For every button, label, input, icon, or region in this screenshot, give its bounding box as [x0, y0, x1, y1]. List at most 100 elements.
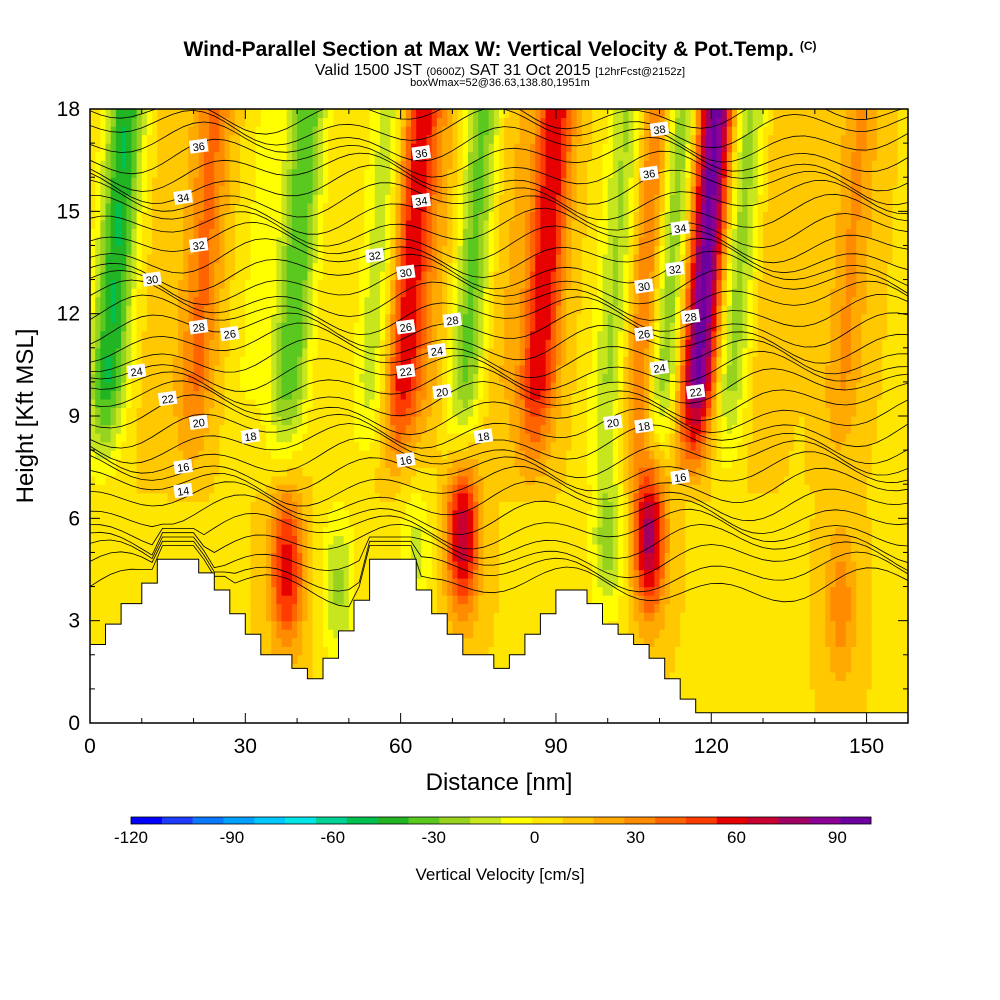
- velocity-cell: [576, 543, 583, 554]
- velocity-cell: [462, 458, 469, 468]
- velocity-cell: [312, 509, 319, 519]
- velocity-cell: [825, 492, 831, 502]
- velocity-cell: [555, 509, 562, 519]
- velocity-cell: [141, 509, 148, 519]
- velocity-cell: [276, 467, 283, 477]
- velocity-cell: [240, 475, 246, 485]
- velocity-cell: [752, 646, 759, 656]
- velocity-cell: [302, 492, 309, 502]
- velocity-cell: [457, 526, 464, 536]
- velocity-cell: [695, 518, 702, 528]
- velocity-cell: [214, 509, 221, 519]
- velocity-cell: [214, 560, 221, 571]
- velocity-cell: [266, 637, 272, 647]
- velocity-cell: [649, 629, 655, 639]
- velocity-cell: [312, 475, 319, 485]
- velocity-cell: [297, 560, 303, 571]
- velocity-cell: [856, 552, 863, 562]
- velocity-cell: [509, 467, 516, 477]
- velocity-cell: [773, 569, 780, 579]
- velocity-cell: [141, 467, 148, 477]
- velocity-cell: [338, 560, 345, 571]
- velocity-cell: [866, 595, 873, 605]
- velocity-cell: [354, 475, 360, 485]
- velocity-cell: [203, 552, 210, 562]
- velocity-cell: [664, 526, 671, 536]
- velocity-cell: [680, 603, 686, 613]
- velocity-cell: [819, 654, 826, 664]
- velocity-cell: [876, 629, 883, 639]
- velocity-cell: [167, 552, 174, 562]
- velocity-cell: [830, 603, 837, 613]
- velocity-cell: [685, 569, 692, 579]
- velocity-cell: [649, 578, 655, 588]
- velocity-cell: [229, 586, 236, 596]
- velocity-cell: [214, 569, 221, 579]
- velocity-cell: [410, 492, 417, 502]
- velocity-cell: [700, 509, 707, 519]
- velocity-cell: [721, 586, 728, 596]
- velocity-cell: [229, 595, 236, 605]
- velocity-cell: [768, 654, 774, 664]
- velocity-cell: [669, 578, 676, 588]
- velocity-cell: [359, 475, 365, 485]
- velocity-cell: [871, 543, 878, 554]
- velocity-cell: [757, 697, 764, 707]
- velocity-cell: [260, 450, 267, 460]
- velocity-cell: [467, 492, 474, 502]
- velocity-cell: [695, 484, 702, 494]
- velocity-cell: [328, 578, 334, 588]
- velocity-cell: [804, 535, 811, 545]
- velocity-cell: [700, 467, 707, 477]
- velocity-cell: [234, 484, 241, 494]
- velocity-cell: [291, 620, 298, 630]
- velocity-cell: [587, 569, 593, 579]
- velocity-cell: [193, 450, 200, 460]
- velocity-cell: [649, 603, 655, 613]
- velocity-cell: [462, 603, 469, 613]
- velocity-cell: [711, 612, 718, 622]
- velocity-cell: [354, 501, 360, 511]
- velocity-cell: [146, 560, 153, 571]
- velocity-cell: [431, 467, 438, 477]
- velocity-cell: [447, 450, 454, 460]
- velocity-cell: [126, 518, 133, 528]
- velocity-cell: [566, 458, 573, 468]
- velocity-cell: [431, 560, 438, 571]
- velocity-cell: [405, 492, 412, 502]
- velocity-cell: [452, 612, 459, 622]
- velocity-cell: [690, 492, 697, 502]
- velocity-cell: [835, 535, 842, 545]
- velocity-cell: [882, 705, 888, 716]
- velocity-cell: [851, 467, 857, 477]
- velocity-cell: [819, 518, 826, 528]
- velocity-cell: [763, 663, 769, 673]
- velocity-cell: [799, 578, 806, 588]
- velocity-cell: [167, 458, 174, 468]
- velocity-cell: [338, 467, 345, 477]
- velocity-cell: [835, 569, 842, 579]
- velocity-cell: [638, 526, 645, 536]
- velocity-cell: [312, 620, 319, 630]
- velocity-cell: [436, 526, 443, 536]
- velocity-cell: [364, 543, 371, 554]
- velocity-cell: [224, 518, 231, 528]
- velocity-cell: [312, 654, 319, 664]
- velocity-cell: [861, 560, 868, 571]
- velocity-cell: [649, 475, 655, 485]
- velocity-cell: [509, 450, 516, 460]
- velocity-cell: [587, 535, 593, 545]
- velocity-cell: [131, 586, 138, 596]
- velocity-cell: [364, 560, 371, 571]
- velocity-cell: [172, 535, 179, 545]
- velocity-cell: [747, 595, 754, 605]
- velocity-cell: [447, 595, 454, 605]
- velocity-cell: [892, 671, 899, 681]
- velocity-cell: [462, 560, 469, 571]
- velocity-cell: [255, 586, 262, 596]
- velocity-cell: [224, 578, 231, 588]
- velocity-cell: [535, 603, 542, 613]
- velocity-cell: [234, 501, 241, 511]
- velocity-cell: [856, 518, 863, 528]
- velocity-cell: [193, 535, 200, 545]
